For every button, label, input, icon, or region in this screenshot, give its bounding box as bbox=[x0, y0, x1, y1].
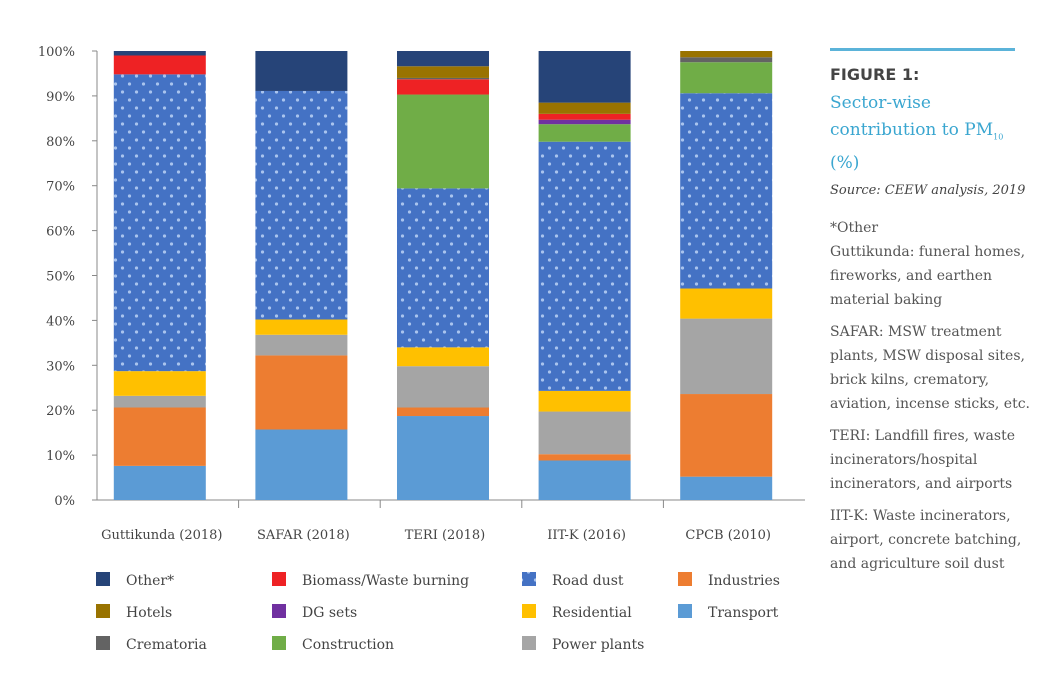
bar-segment-road-dust bbox=[113, 74, 206, 372]
caption-rule bbox=[830, 48, 1015, 51]
bar-segment-hotels bbox=[397, 66, 489, 78]
legend-swatch bbox=[96, 572, 110, 586]
figure-title: Sector-wise contribution to PM10 (%) bbox=[830, 90, 1030, 177]
legend-swatch bbox=[96, 636, 110, 650]
figure-caption: FIGURE 1: Sector-wise contribution to PM… bbox=[830, 48, 1030, 584]
bar-segment-power-plants bbox=[113, 395, 206, 408]
bar-segment-power-plants bbox=[255, 334, 348, 356]
bar-segment-biomass-waste-burning bbox=[397, 79, 489, 95]
bar-segment-industries bbox=[113, 407, 206, 466]
y-tick-label: 60% bbox=[46, 225, 75, 240]
legend-label: Residential bbox=[552, 605, 632, 621]
y-tick-label: 10% bbox=[46, 449, 75, 464]
bar-segment-residential bbox=[255, 319, 348, 335]
legend-swatch bbox=[522, 572, 536, 586]
bar-segment-transport bbox=[113, 465, 206, 500]
bar-segment-road-dust bbox=[255, 90, 348, 320]
bar-segment-construction bbox=[680, 62, 773, 94]
note: SAFAR: MSW treatment plants, MSW disposa… bbox=[830, 324, 1030, 413]
legend-label: Power plants bbox=[552, 637, 644, 653]
bar-segment-dg-sets bbox=[538, 119, 631, 125]
bar-segment-biomass-waste-burning bbox=[538, 113, 631, 120]
note: Guttikunda: funeral homes, fireworks, an… bbox=[830, 244, 1026, 309]
bar-segment-transport bbox=[397, 416, 489, 500]
bar-segment-industries bbox=[538, 454, 631, 461]
title-unit: (%) bbox=[830, 153, 860, 174]
note: IIT-K: Waste incinerators, airport, conc… bbox=[830, 508, 1022, 573]
legend-label: Road dust bbox=[552, 573, 624, 589]
bar-segment-industries bbox=[255, 355, 348, 430]
legend-swatch bbox=[522, 636, 536, 650]
title-text: Sector-wise contribution to PM bbox=[830, 93, 994, 140]
legend-swatch bbox=[272, 604, 286, 618]
legend-swatch bbox=[96, 604, 110, 618]
y-tick-label: 100% bbox=[38, 45, 75, 60]
figure-notes: *Other Guttikunda: funeral homes, firewo… bbox=[830, 216, 1030, 576]
legend-label: Other* bbox=[126, 573, 174, 589]
bar-segment-transport bbox=[538, 460, 631, 500]
legend-swatch bbox=[272, 636, 286, 650]
note: TERI: Landfill fires, waste incinerators… bbox=[830, 428, 1015, 493]
legend-label: DG sets bbox=[302, 605, 357, 621]
bar-segment-hotels bbox=[680, 51, 773, 58]
bar-segment-residential bbox=[538, 390, 631, 412]
bar-segment-power-plants bbox=[538, 411, 631, 455]
y-tick-label: 50% bbox=[46, 270, 75, 285]
bar-segment-power-plants bbox=[680, 318, 773, 395]
y-tick-label: 30% bbox=[46, 359, 75, 374]
y-tick-label: 90% bbox=[46, 90, 75, 105]
bar-segment-road-dust bbox=[397, 188, 489, 348]
y-tick-label: 40% bbox=[46, 314, 75, 329]
bar-segment-other- bbox=[255, 51, 348, 91]
x-tick-label: Guttikunda (2018) bbox=[101, 528, 222, 543]
x-tick-label: CPCB (2010) bbox=[685, 528, 771, 543]
bar-segment-road-dust bbox=[680, 93, 773, 289]
legend-label: Industries bbox=[708, 573, 780, 589]
legend-swatch bbox=[678, 572, 692, 586]
bar-segment-crematoria bbox=[680, 57, 773, 63]
bar-segment-biomass-waste-burning bbox=[113, 55, 206, 75]
bar-segment-power-plants bbox=[397, 366, 489, 408]
figure-source: Source: CEEW analysis, 2019 bbox=[830, 183, 1026, 199]
legend-label: Transport bbox=[708, 605, 779, 621]
stacked-bar-chart: 0% 10% 20% 30% 40% 50% 60% 70% 80% 90% 100% Guttiku… bbox=[38, 45, 805, 653]
legend-label: Construction bbox=[302, 637, 394, 653]
x-tick-label: IIT-K (2016) bbox=[547, 528, 626, 543]
bar-segment-other- bbox=[538, 51, 631, 103]
bar-segment-industries bbox=[397, 407, 489, 417]
legend-label: Hotels bbox=[126, 605, 172, 621]
bar-segment-construction bbox=[397, 94, 489, 189]
y-tick-label: 0% bbox=[54, 494, 75, 509]
legend-label: Crematoria bbox=[126, 637, 207, 653]
bar-segment-hotels bbox=[538, 102, 631, 114]
figure-label: FIGURE 1: bbox=[830, 65, 920, 84]
bar-segment-other- bbox=[397, 51, 489, 67]
title-subscript: 10 bbox=[993, 132, 1004, 142]
legend-swatch bbox=[522, 604, 536, 618]
bar-segment-industries bbox=[680, 394, 773, 477]
bar-segment-transport bbox=[255, 429, 348, 500]
legend-swatch bbox=[678, 604, 692, 618]
bar-segment-other- bbox=[113, 51, 206, 56]
y-tick-label: 70% bbox=[46, 180, 75, 195]
bar-segment-crematoria bbox=[397, 77, 489, 80]
legend-swatch bbox=[272, 572, 286, 586]
legend-label: Biomass/Waste burning bbox=[302, 573, 469, 589]
x-tick-label: TERI (2018) bbox=[405, 528, 485, 543]
bar-segment-road-dust bbox=[538, 141, 631, 391]
bar-segment-residential bbox=[397, 347, 489, 367]
bar-segment-residential bbox=[680, 288, 773, 319]
notes-header: *Other bbox=[830, 220, 879, 237]
bar-segment-transport bbox=[680, 476, 773, 500]
bar-segment-residential bbox=[113, 371, 206, 396]
y-tick-label: 20% bbox=[46, 404, 75, 419]
y-tick-label: 80% bbox=[46, 135, 75, 150]
x-tick-label: SAFAR (2018) bbox=[257, 528, 350, 543]
bar-segment-construction bbox=[538, 124, 631, 142]
